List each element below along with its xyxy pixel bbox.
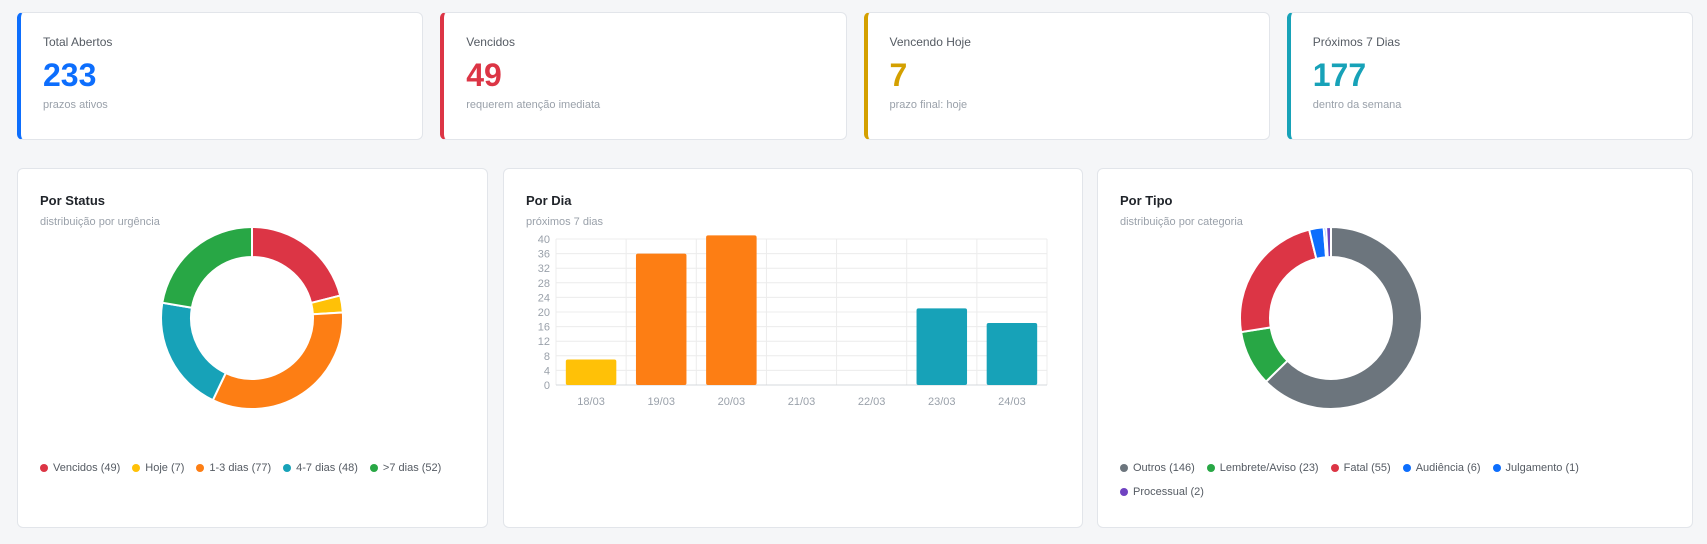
- day-bar-chart: 0 4 8 12 16 20 24 28 32 36 40 18/03 19/03 20/03 21/03 2…: [538, 234, 1048, 408]
- status-slice-1-3-dias[interactable]: [211, 311, 344, 410]
- legend-item[interactable]: >7 dias (52): [369, 461, 442, 475]
- stat-subtitle: prazos ativos: [43, 99, 108, 111]
- x-tick-label: 21/03: [788, 396, 816, 408]
- legend-label: Audiência (6): [1415, 462, 1481, 474]
- y-tick-label: 36: [538, 249, 550, 261]
- chart-subtitle: próximos 7 dias: [526, 216, 604, 228]
- legend-label: Lembrete/Aviso (23): [1219, 462, 1319, 474]
- x-tick-label: 20/03: [718, 396, 746, 408]
- type-legend: Outros (146) Lembrete/Aviso (23) Fatal (55…: [1120, 461, 1678, 499]
- x-tick-label: 23/03: [928, 396, 956, 408]
- chart-subtitle: distribuição por urgência: [40, 216, 160, 228]
- legend-item[interactable]: Audiência (6): [1402, 461, 1481, 475]
- stat-value: 49: [466, 57, 502, 93]
- legend-dot-icon: [1120, 488, 1128, 496]
- stat-value: 7: [889, 57, 908, 93]
- bar-19-03[interactable]: [635, 253, 687, 385]
- chart-title: Por Tipo: [1120, 193, 1173, 208]
- y-tick-label: 40: [538, 234, 550, 246]
- legend-label: 1-3 dias (77): [209, 462, 272, 474]
- type-slice-outros[interactable]: [1264, 225, 1423, 410]
- day-chart-card: Por Dia próximos 7 dias 0 4 8 12 16 20 24 28 32 3…: [503, 168, 1083, 528]
- legend-item[interactable]: Outros (146): [1120, 461, 1195, 475]
- y-tick-label: 4: [544, 365, 550, 377]
- stat-label: Próximos 7 Dias: [1312, 35, 1401, 49]
- legend-label: Julgamento (1): [1505, 462, 1579, 474]
- stat-value: 177: [1312, 57, 1367, 93]
- y-tick-label: 20: [538, 307, 550, 319]
- legend-dot-icon: [196, 464, 205, 472]
- legend-dot-icon: [369, 464, 378, 472]
- x-tick-label: 22/03: [858, 396, 886, 408]
- y-tick-label: 12: [538, 336, 550, 348]
- legend-dot-icon: [1330, 464, 1339, 472]
- y-tick-label: 32: [538, 263, 550, 275]
- status-donut-chart: [160, 225, 344, 410]
- chart-subtitle: distribuição por categoria: [1120, 216, 1243, 228]
- status-slice-vencidos[interactable]: [251, 225, 342, 305]
- x-tick-label: 19/03: [647, 396, 675, 408]
- x-tick-label: 18/03: [577, 396, 605, 408]
- stat-value: 233: [43, 57, 97, 93]
- legend-dot-icon: [1206, 464, 1215, 472]
- stat-subtitle: dentro da semana: [1312, 99, 1402, 111]
- legend-item[interactable]: Fatal (55): [1330, 461, 1391, 475]
- legend-label: 4-7 dias (48): [296, 462, 358, 474]
- stat-subtitle: prazo final: hoje: [889, 99, 968, 111]
- legend-label: Vencidos (49): [53, 462, 121, 474]
- status-slice-4-7-dias[interactable]: [160, 301, 228, 402]
- stats-row: Total Abertos 233 prazos ativos Vencidos…: [17, 12, 1693, 140]
- y-tick-label: 16: [538, 322, 550, 334]
- y-tick-label: 8: [544, 351, 550, 363]
- legend-item[interactable]: Lembrete/Aviso (23): [1206, 461, 1319, 475]
- chart-title: Por Status: [40, 193, 106, 208]
- legend-dot-icon: [1492, 464, 1501, 472]
- legend-item[interactable]: Processual (2): [1120, 485, 1204, 499]
- legend-dot-icon: [283, 464, 292, 472]
- legend-label: Outros (146): [1133, 462, 1195, 474]
- type-slice-fatal[interactable]: [1239, 228, 1318, 334]
- x-tick-label: 24/03: [998, 396, 1026, 408]
- status-slice--7-dias[interactable]: [161, 225, 253, 309]
- legend-dot-icon: [1120, 464, 1128, 472]
- legend-item[interactable]: Hoje (7): [132, 461, 184, 475]
- y-tick-label: 28: [538, 278, 550, 290]
- stat-card-vencendo-hoje: Vencendo Hoje 7 prazo final: hoje: [863, 12, 1270, 140]
- legend-dot-icon: [1402, 464, 1411, 472]
- type-donut-chart: [1239, 225, 1423, 410]
- legend-label: Fatal (55): [1343, 462, 1391, 474]
- stat-card-vencidos: Vencidos 49 requerem atenção imediata: [440, 12, 847, 140]
- bar-20-03[interactable]: [706, 235, 757, 385]
- chart-title: Por Dia: [526, 193, 572, 208]
- legend-item[interactable]: 4-7 dias (48): [283, 461, 358, 475]
- legend-dot-icon: [40, 464, 48, 472]
- legend-item[interactable]: Vencidos (49): [40, 461, 120, 475]
- bar-24-03[interactable]: [986, 322, 1038, 385]
- stat-subtitle: requerem atenção imediata: [466, 99, 601, 111]
- stat-card-proximos-7-dias: Próximos 7 Dias 177 dentro da semana: [1286, 12, 1693, 140]
- stat-label: Vencendo Hoje: [889, 35, 971, 49]
- legend-item[interactable]: Julgamento (1): [1492, 461, 1579, 475]
- status-legend: Vencidos (49) Hoje (7) 1-3 dias (77) 4-7 di…: [40, 461, 473, 475]
- legend-label: >7 dias (52): [382, 462, 442, 474]
- charts-row: Por Status distribuição por urgência Ven…: [17, 168, 1693, 528]
- bar-18-03[interactable]: [565, 359, 617, 385]
- stat-card-total-abertos: Total Abertos 233 prazos ativos: [17, 12, 424, 140]
- type-slice-processual[interactable]: [1325, 225, 1332, 259]
- stat-label: Vencidos: [466, 35, 515, 49]
- type-chart-card: Por Tipo distribuição por categoria Outr…: [1097, 168, 1693, 528]
- legend-label: Hoje (7): [145, 462, 185, 474]
- legend-label: Processual (2): [1133, 486, 1204, 498]
- bar-23-03[interactable]: [916, 308, 968, 385]
- status-chart-card: Por Status distribuição por urgência Ven…: [17, 168, 488, 528]
- legend-dot-icon: [132, 464, 141, 472]
- y-tick-label: 24: [538, 292, 550, 304]
- y-tick-label: 0: [544, 380, 550, 392]
- stat-label: Total Abertos: [43, 35, 113, 49]
- legend-item[interactable]: 1-3 dias (77): [196, 461, 271, 475]
